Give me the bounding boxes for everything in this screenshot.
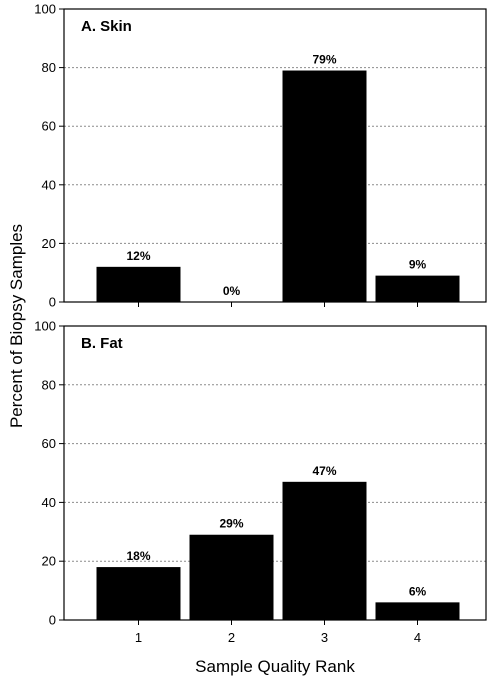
y-tick-label: 100	[34, 319, 56, 334]
plot-frame	[63, 8, 487, 303]
data-label: 79%	[312, 53, 336, 67]
data-label: 18%	[126, 549, 150, 563]
data-label: 0%	[223, 284, 241, 298]
y-axis-title: Percent of Biopsy Samples	[7, 224, 26, 428]
bar	[375, 602, 460, 620]
y-tick-label: 20	[42, 236, 56, 251]
x-tick-label: 1	[135, 630, 142, 645]
x-tick-label: 3	[321, 630, 328, 645]
y-tick-label: 100	[34, 2, 56, 17]
y-tick-label: 20	[42, 554, 56, 569]
y-tick-label: 0	[49, 613, 56, 628]
y-tick-label: 80	[42, 377, 56, 392]
panel-title: A. Skin	[81, 18, 132, 35]
bar	[96, 266, 181, 302]
y-tick-label: 80	[42, 60, 56, 75]
data-label: 12%	[126, 249, 150, 263]
bar	[375, 275, 460, 302]
panel-skin: 0 20 40 60 80 100 12% 0% 79% 9% A. Skin	[34, 2, 487, 310]
data-label: 29%	[219, 517, 243, 531]
bar	[189, 534, 274, 620]
bar	[282, 481, 367, 620]
data-label: 9%	[409, 258, 427, 272]
panel-title: B. Fat	[81, 335, 123, 352]
x-axis-title: Sample Quality Rank	[195, 657, 355, 676]
panel-fat: 0 20 40 60 80 100 18% 29% 47% 6% 1 2 3 4 B. Fat	[34, 319, 487, 645]
x-tick-label: 2	[228, 630, 235, 645]
y-tick-label: 0	[49, 295, 56, 310]
plot-frame	[63, 325, 487, 621]
y-tick-label: 40	[42, 495, 56, 510]
data-label: 47%	[312, 464, 336, 478]
y-tick-label: 60	[42, 436, 56, 451]
bar	[96, 567, 181, 620]
bar	[282, 70, 367, 302]
data-label: 6%	[409, 584, 427, 598]
x-tick-label: 4	[414, 630, 421, 645]
y-tick-label: 40	[42, 177, 56, 192]
y-tick-label: 60	[42, 119, 56, 134]
